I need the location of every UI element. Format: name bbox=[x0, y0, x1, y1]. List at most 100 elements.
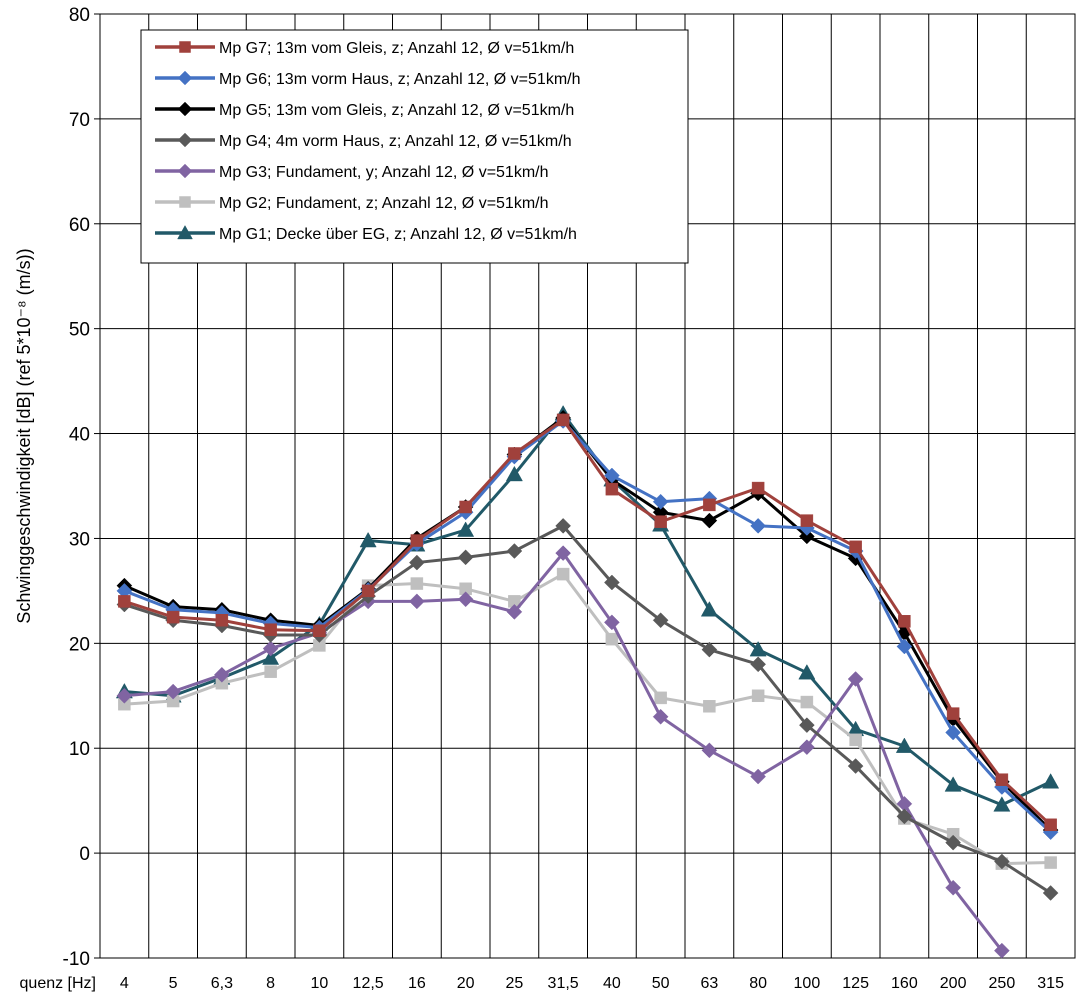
x-tick-label: 4 bbox=[120, 975, 129, 992]
y-tick-label: 80 bbox=[69, 5, 90, 26]
legend-label: Mp G4; 4m vorm Haus, z; Anzahl 12, Ø v=5… bbox=[219, 133, 572, 150]
data-point bbox=[800, 514, 814, 527]
legend-box bbox=[140, 29, 689, 264]
legend-swatch-marker bbox=[177, 163, 193, 179]
data-point bbox=[604, 614, 620, 631]
series-5 bbox=[116, 545, 1010, 959]
x-tick-label: 5 bbox=[169, 975, 178, 992]
series-line bbox=[123, 419, 1052, 834]
data-point bbox=[313, 624, 326, 637]
x-tick-label: 250 bbox=[989, 975, 1016, 992]
data-point bbox=[506, 604, 523, 620]
legend-item: Mp G5; 13m vom Gleis, z; Anzahl 12, Ø v=… bbox=[155, 101, 574, 119]
data-point bbox=[946, 707, 960, 720]
legend-swatch-marker bbox=[177, 225, 193, 240]
data-point bbox=[457, 521, 475, 537]
legend-item: Mp G2; Fundament, z; Anzahl 12, Ø v=51km… bbox=[155, 195, 549, 212]
legend: Mp G7; 13m vom Gleis, z; Anzahl 12, Ø v=… bbox=[140, 29, 689, 264]
legend-swatch-marker bbox=[177, 132, 193, 148]
data-point bbox=[652, 612, 669, 629]
x-tick-label: 8 bbox=[266, 975, 275, 992]
data-point bbox=[262, 640, 279, 657]
data-point bbox=[1044, 818, 1057, 832]
series-layer bbox=[115, 405, 1060, 959]
legend-label: Mp G5; 13m vom Gleis, z; Anzahl 12, Ø v=… bbox=[219, 102, 574, 119]
data-point bbox=[410, 534, 424, 547]
data-point bbox=[654, 691, 667, 705]
data-point bbox=[457, 549, 474, 566]
data-point bbox=[751, 689, 765, 703]
data-point bbox=[459, 500, 472, 514]
data-point bbox=[994, 942, 1010, 959]
data-point bbox=[166, 610, 180, 624]
x-tick-label: 40 bbox=[603, 975, 621, 992]
data-point bbox=[849, 733, 862, 747]
legend-item: Mp G1; Decke über EG, z; Anzahl 12, Ø v=… bbox=[155, 225, 577, 243]
series-6 bbox=[118, 567, 1057, 870]
data-point bbox=[361, 584, 375, 598]
legend-swatch-marker bbox=[177, 101, 193, 117]
y-tick-label: -10 bbox=[63, 949, 90, 970]
data-point bbox=[165, 683, 181, 700]
data-point bbox=[944, 776, 962, 792]
data-point bbox=[264, 623, 277, 636]
data-point bbox=[1044, 856, 1057, 869]
data-point bbox=[1042, 773, 1060, 789]
legend-label: Mp G7; 13m vom Gleis, z; Anzahl 12, Ø v=… bbox=[219, 40, 574, 57]
data-point bbox=[993, 796, 1011, 812]
data-point bbox=[654, 515, 667, 528]
data-point bbox=[849, 540, 862, 554]
data-point bbox=[409, 593, 425, 610]
data-point bbox=[994, 853, 1010, 870]
data-point bbox=[995, 773, 1009, 786]
data-point bbox=[847, 758, 864, 774]
data-point bbox=[652, 708, 669, 725]
data-point bbox=[556, 413, 570, 427]
x-tick-label: 20 bbox=[457, 975, 475, 992]
x-tick-label: 25 bbox=[505, 975, 523, 992]
x-tick-label: 10 bbox=[310, 975, 328, 992]
legend-item: Mp G4; 4m vorm Haus, z; Anzahl 12, Ø v=5… bbox=[155, 132, 572, 150]
data-point bbox=[701, 512, 718, 529]
data-point bbox=[750, 656, 766, 673]
data-point bbox=[896, 808, 913, 825]
data-point bbox=[799, 739, 815, 756]
data-point bbox=[945, 879, 961, 896]
x-tick-label: 63 bbox=[700, 975, 718, 992]
data-point bbox=[798, 664, 816, 680]
data-point bbox=[652, 493, 669, 510]
data-point bbox=[750, 518, 766, 534]
data-point bbox=[359, 531, 377, 548]
series-line bbox=[124, 551, 1004, 952]
series-1 bbox=[118, 413, 1057, 832]
x-tick-label: 6,3 bbox=[211, 975, 233, 992]
x-tick-label: 100 bbox=[794, 975, 821, 992]
data-point bbox=[799, 717, 815, 734]
data-point bbox=[605, 632, 619, 646]
x-axis-ticks: 4 5 6,3 8 10 12,5 16 20 25 31,5 40 50 63 80 100 125 160 2… bbox=[120, 975, 1064, 992]
x-tick-label: 315 bbox=[1037, 975, 1064, 992]
y-tick-label: 70 bbox=[69, 110, 90, 131]
data-point bbox=[409, 554, 425, 571]
data-point bbox=[751, 481, 765, 495]
data-point bbox=[703, 700, 716, 713]
x-tick-label: 31,5 bbox=[548, 975, 579, 992]
x-tick-label: 16 bbox=[408, 975, 426, 992]
x-tick-label: 50 bbox=[652, 975, 670, 992]
y-tick-label: 30 bbox=[69, 529, 90, 550]
data-point bbox=[508, 447, 521, 460]
x-tick-label: 80 bbox=[749, 975, 767, 992]
x-axis-label: quenz [Hz] bbox=[20, 975, 96, 992]
y-axis-label: Schwinggeschwindigkeit [dB] (ref 5*10⁻⁸ … bbox=[14, 248, 34, 623]
data-point bbox=[410, 577, 424, 590]
data-point bbox=[847, 671, 864, 687]
series-line bbox=[123, 418, 1052, 826]
data-point bbox=[750, 768, 766, 785]
data-point bbox=[703, 498, 716, 512]
x-tick-label: 125 bbox=[842, 975, 869, 992]
y-tick-label: 10 bbox=[69, 739, 90, 760]
series-line bbox=[123, 524, 1052, 895]
series-line bbox=[124, 572, 1051, 866]
legend-swatch-marker bbox=[177, 70, 193, 86]
